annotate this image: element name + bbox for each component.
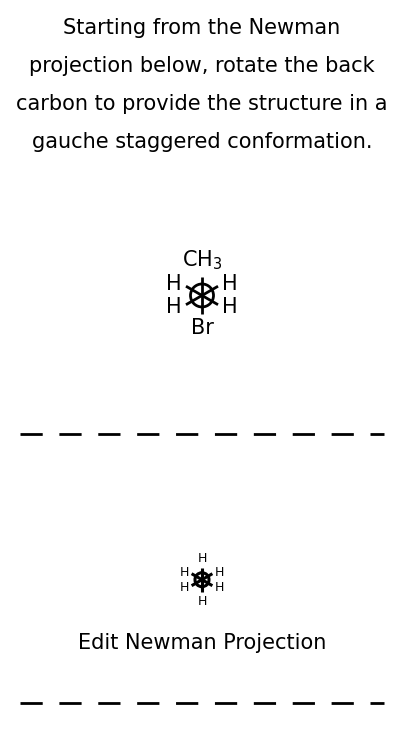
Text: H: H	[166, 297, 182, 317]
Text: carbon to provide the structure in a: carbon to provide the structure in a	[16, 94, 388, 114]
Text: H: H	[215, 565, 224, 579]
Text: H: H	[222, 274, 238, 294]
Text: H: H	[197, 595, 207, 607]
Text: H: H	[197, 552, 207, 565]
Text: Br: Br	[191, 319, 213, 338]
Text: Starting from the Newman: Starting from the Newman	[63, 18, 341, 38]
Text: gauche staggered conformation.: gauche staggered conformation.	[32, 132, 372, 152]
Text: CH$_3$: CH$_3$	[182, 249, 222, 272]
Text: projection below, rotate the back: projection below, rotate the back	[29, 56, 375, 76]
Text: H: H	[222, 297, 238, 317]
Text: H: H	[166, 274, 182, 294]
Text: H: H	[215, 580, 224, 594]
Text: H: H	[180, 580, 189, 594]
Text: H: H	[180, 565, 189, 579]
Text: Edit Newman Projection: Edit Newman Projection	[78, 634, 326, 653]
